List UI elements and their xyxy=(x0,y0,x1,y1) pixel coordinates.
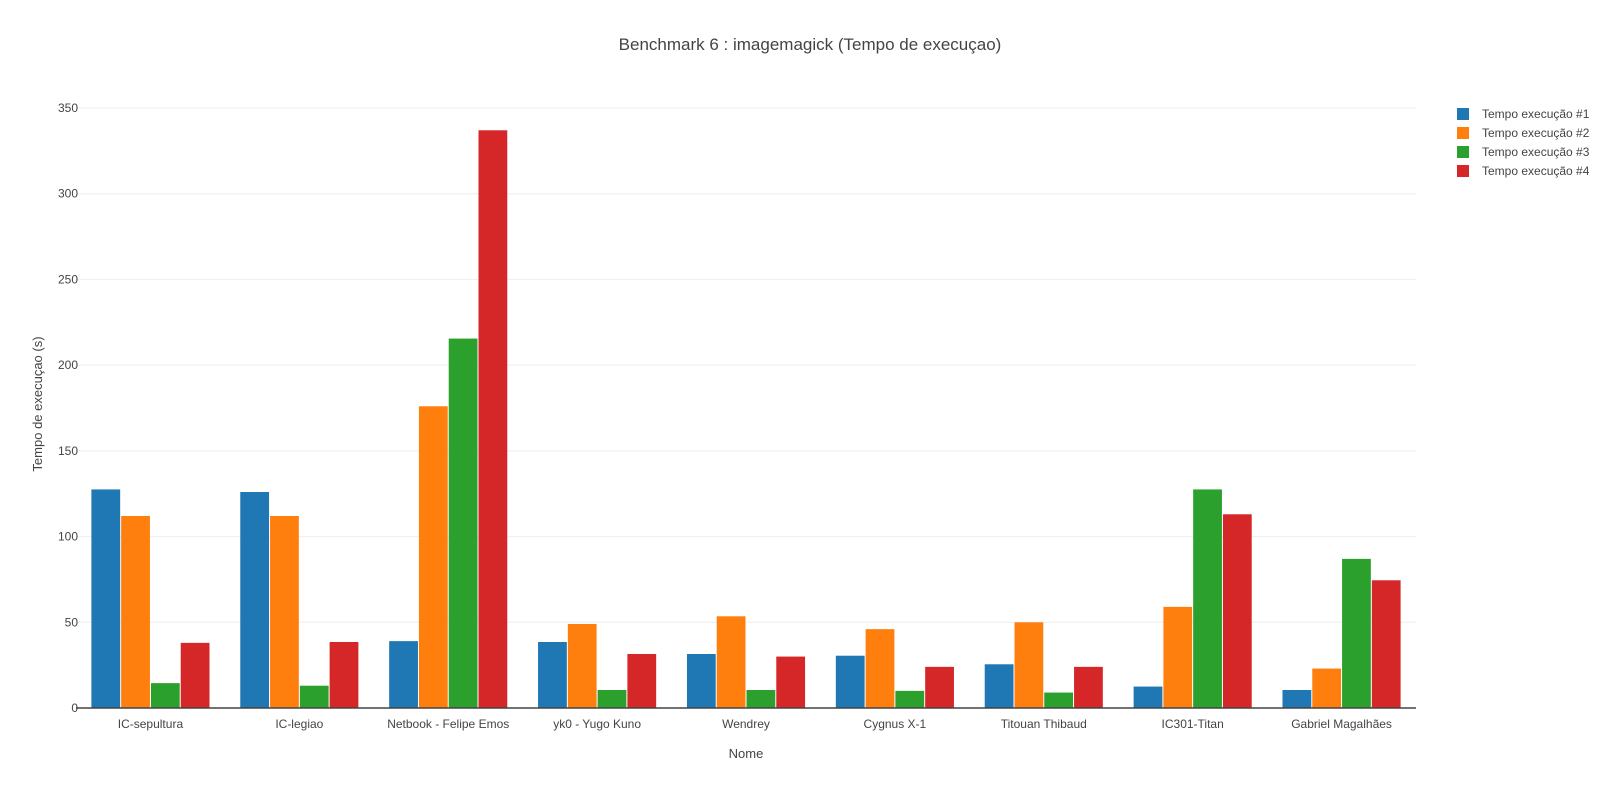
x-axis-title: Nome xyxy=(729,746,764,761)
x-tick-label: Wendrey xyxy=(722,717,770,731)
y-axis-title: Tempo de execuçao (s) xyxy=(30,336,45,471)
bar xyxy=(91,489,121,708)
bar xyxy=(1371,580,1401,708)
bar xyxy=(627,654,657,708)
bar xyxy=(150,683,180,708)
legend-swatch xyxy=(1457,146,1469,158)
bar xyxy=(895,690,925,708)
y-tick-label: 150 xyxy=(58,444,78,458)
bar xyxy=(716,616,746,708)
bar xyxy=(1133,686,1163,708)
bar xyxy=(1282,690,1312,708)
x-tick-label: Cygnus X-1 xyxy=(864,717,927,731)
bars xyxy=(91,130,1401,709)
legend-label: Tempo execução #2 xyxy=(1482,126,1590,140)
bar xyxy=(1014,622,1044,708)
y-tick-label: 200 xyxy=(58,358,78,372)
bar xyxy=(240,492,270,708)
y-tick-label: 250 xyxy=(58,272,78,286)
y-tick-label: 50 xyxy=(65,615,79,629)
x-tick-label: IC301-Titan xyxy=(1162,717,1224,731)
bar xyxy=(121,516,150,708)
bar xyxy=(776,656,806,708)
y-tick-label: 300 xyxy=(58,187,78,201)
bar xyxy=(478,130,508,709)
bar xyxy=(1074,666,1103,708)
x-tick-label: IC-legiao xyxy=(275,717,323,731)
x-tick-label: Gabriel Magalhães xyxy=(1291,717,1392,731)
bar xyxy=(1044,692,1074,708)
bar xyxy=(418,406,448,708)
bar xyxy=(1222,514,1252,708)
bar xyxy=(1163,606,1193,708)
bar xyxy=(865,629,895,708)
bar xyxy=(567,624,597,708)
x-tick-label: Netbook - Felipe Emos xyxy=(387,717,509,731)
bar xyxy=(1342,558,1371,708)
bar xyxy=(746,690,776,708)
legend-label: Tempo execução #3 xyxy=(1482,145,1590,159)
bar xyxy=(180,642,210,708)
bar xyxy=(538,642,567,708)
legend: Tempo execução #1 Tempo execução #2 Tempo … xyxy=(1457,107,1590,178)
y-tick-label: 350 xyxy=(58,101,78,115)
bar xyxy=(925,666,954,708)
legend-swatch xyxy=(1457,108,1469,120)
y-tick-label: 0 xyxy=(71,701,78,715)
legend-swatch xyxy=(1457,127,1469,139)
bar xyxy=(686,654,716,708)
bar xyxy=(835,655,865,708)
x-tick-labels: IC-sepultura IC-legiao Netbook - Felipe Em… xyxy=(118,717,1392,731)
bar xyxy=(270,516,299,708)
bar xyxy=(389,641,418,708)
bar xyxy=(1312,668,1342,708)
bar xyxy=(984,664,1014,708)
legend-label: Tempo execução #1 xyxy=(1482,107,1590,121)
grid-lines xyxy=(76,107,1416,623)
bar xyxy=(448,338,478,708)
y-tick-label: 100 xyxy=(58,530,78,544)
bar xyxy=(597,690,627,708)
x-tick-label: IC-sepultura xyxy=(118,717,184,731)
x-tick-label: Titouan Thibaud xyxy=(1001,717,1087,731)
legend-label: Tempo execução #4 xyxy=(1482,164,1590,178)
legend-swatch xyxy=(1457,165,1469,177)
x-tick-label: yk0 - Yugo Kuno xyxy=(553,717,641,731)
bar xyxy=(299,685,329,708)
bar xyxy=(329,642,359,708)
chart-title: Benchmark 6 : imagemagick (Tempo de exec… xyxy=(619,35,1002,54)
bar xyxy=(1193,489,1222,708)
y-tick-labels: 0 50 100 150 200 250 300 350 xyxy=(58,101,78,715)
